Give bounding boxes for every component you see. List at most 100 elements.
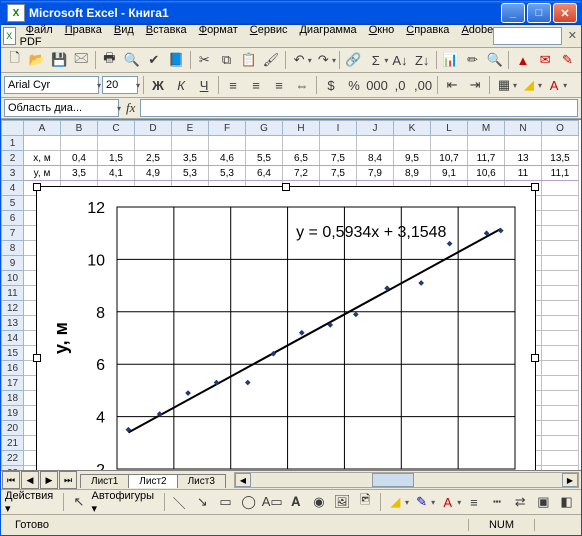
arrow-style-icon[interactable]: ⇄ xyxy=(510,491,531,513)
col-header[interactable]: C xyxy=(98,121,135,136)
format-painter-icon[interactable]: 🖌 xyxy=(260,49,281,71)
fill-color-draw-icon[interactable]: ◢ xyxy=(385,491,406,513)
col-header[interactable]: E xyxy=(172,121,209,136)
cell[interactable] xyxy=(505,136,542,151)
cell[interactable] xyxy=(542,271,579,286)
dec-decimal-icon[interactable]: ,00 xyxy=(412,74,434,96)
underline-icon[interactable]: Ч xyxy=(193,74,215,96)
paste-icon[interactable]: 📋 xyxy=(238,49,259,71)
col-header[interactable]: I xyxy=(320,121,357,136)
cut-icon[interactable]: ✂ xyxy=(194,49,215,71)
tab-prev-icon[interactable]: ◀ xyxy=(21,471,39,489)
font-color-icon[interactable]: A xyxy=(543,74,565,96)
row-header[interactable]: 11 xyxy=(2,286,24,301)
3d-icon[interactable]: ◧ xyxy=(556,491,577,513)
row-header[interactable]: 12 xyxy=(2,301,24,316)
menu-диаграмма[interactable]: Диаграмма xyxy=(293,22,362,38)
redo-icon[interactable]: ↷ xyxy=(313,49,334,71)
textbox-icon[interactable]: A▭ xyxy=(261,491,283,513)
menu-вставка[interactable]: Вставка xyxy=(140,22,193,38)
help-search-box[interactable] xyxy=(493,27,561,45)
arrow-icon[interactable]: ↘ xyxy=(192,491,213,513)
row-header[interactable]: 18 xyxy=(2,391,24,406)
cell[interactable] xyxy=(320,136,357,151)
sheet-tab[interactable]: Лист1 xyxy=(80,474,129,488)
row-header[interactable]: 7 xyxy=(2,226,24,241)
col-header[interactable]: B xyxy=(61,121,98,136)
menu-окно[interactable]: Окно xyxy=(363,22,401,38)
sort-asc-icon[interactable]: A↓ xyxy=(389,49,410,71)
font-color-draw-icon[interactable]: A xyxy=(437,491,458,513)
name-box[interactable] xyxy=(4,99,119,117)
menu-формат[interactable]: Формат xyxy=(193,22,244,38)
cell[interactable]: 13,5 xyxy=(542,151,579,166)
maximize-button[interactable]: □ xyxy=(527,3,551,23)
borders-icon[interactable]: ▦ xyxy=(493,74,515,96)
currency-icon[interactable]: $ xyxy=(320,74,342,96)
hyperlink-icon[interactable]: 🔗 xyxy=(343,49,364,71)
cell[interactable]: 11,7 xyxy=(468,151,505,166)
clipart-icon[interactable]: 🖼 xyxy=(332,491,353,513)
oval-icon[interactable]: ◯ xyxy=(238,491,259,513)
menu-вид[interactable]: Вид xyxy=(108,22,140,38)
cell[interactable]: 9,5 xyxy=(394,151,431,166)
cell[interactable] xyxy=(209,136,246,151)
cell[interactable]: x, м xyxy=(24,151,61,166)
col-header[interactable]: F xyxy=(209,121,246,136)
cell[interactable]: 10,7 xyxy=(431,151,468,166)
col-header[interactable]: H xyxy=(283,121,320,136)
cell[interactable]: 7,5 xyxy=(320,166,357,181)
cell[interactable]: 5,3 xyxy=(172,166,209,181)
row-header[interactable]: 2 xyxy=(2,151,24,166)
cell[interactable] xyxy=(24,136,61,151)
cell[interactable] xyxy=(542,346,579,361)
menu-правка[interactable]: Правка xyxy=(59,22,108,38)
cell[interactable]: 5,3 xyxy=(209,166,246,181)
cell[interactable]: 7,9 xyxy=(357,166,394,181)
bold-icon[interactable]: Ж xyxy=(147,74,169,96)
col-header[interactable]: A xyxy=(24,121,61,136)
cell[interactable] xyxy=(542,256,579,271)
cell[interactable]: 4,6 xyxy=(209,151,246,166)
tab-first-icon[interactable]: ⏮ xyxy=(2,471,20,489)
pdf-mail-icon[interactable]: ✉ xyxy=(535,49,556,71)
drawing-icon[interactable]: ✏ xyxy=(462,49,483,71)
align-left-icon[interactable]: ≡ xyxy=(222,74,244,96)
fill-color-icon[interactable]: ◢ xyxy=(518,74,540,96)
select-objects-icon[interactable]: ↖ xyxy=(68,491,89,513)
inc-indent-icon[interactable]: ⇥ xyxy=(464,74,486,96)
row-header[interactable]: 14 xyxy=(2,331,24,346)
cell[interactable] xyxy=(542,211,579,226)
percent-icon[interactable]: % xyxy=(343,74,365,96)
cell[interactable]: 8,4 xyxy=(357,151,394,166)
align-right-icon[interactable]: ≡ xyxy=(268,74,290,96)
new-icon[interactable]: 🗋 xyxy=(4,49,25,71)
row-header[interactable]: 19 xyxy=(2,406,24,421)
cell[interactable] xyxy=(468,136,505,151)
cell[interactable] xyxy=(357,136,394,151)
cell[interactable] xyxy=(98,136,135,151)
preview-icon[interactable]: 🔍 xyxy=(121,49,142,71)
inc-decimal-icon[interactable]: ,0 xyxy=(389,74,411,96)
cell[interactable]: 11,1 xyxy=(542,166,579,181)
row-header[interactable]: 16 xyxy=(2,361,24,376)
font-name-combo[interactable] xyxy=(4,76,99,94)
dash-style-icon[interactable]: ┅ xyxy=(486,491,507,513)
cell[interactable]: 11 xyxy=(505,166,542,181)
rectangle-icon[interactable]: ▭ xyxy=(215,491,236,513)
row-header[interactable]: 3 xyxy=(2,166,24,181)
line-style-icon[interactable]: ≡ xyxy=(463,491,484,513)
col-header[interactable]: N xyxy=(505,121,542,136)
workbook-icon[interactable]: X xyxy=(3,27,16,45)
select-all-corner[interactable] xyxy=(2,121,24,136)
pdf-icon[interactable]: ▲ xyxy=(512,49,533,71)
cell[interactable] xyxy=(542,466,579,471)
col-header[interactable]: L xyxy=(431,121,468,136)
spell-icon[interactable]: ✔ xyxy=(143,49,164,71)
undo-icon[interactable]: ↶ xyxy=(288,49,309,71)
line-color-icon[interactable]: ✎ xyxy=(411,491,432,513)
autoshapes-menu[interactable]: Автофигуры ▾ xyxy=(91,490,159,515)
cell[interactable] xyxy=(394,136,431,151)
row-header[interactable]: 23 xyxy=(2,466,24,471)
picture-icon[interactable]: 🖻 xyxy=(355,491,376,513)
